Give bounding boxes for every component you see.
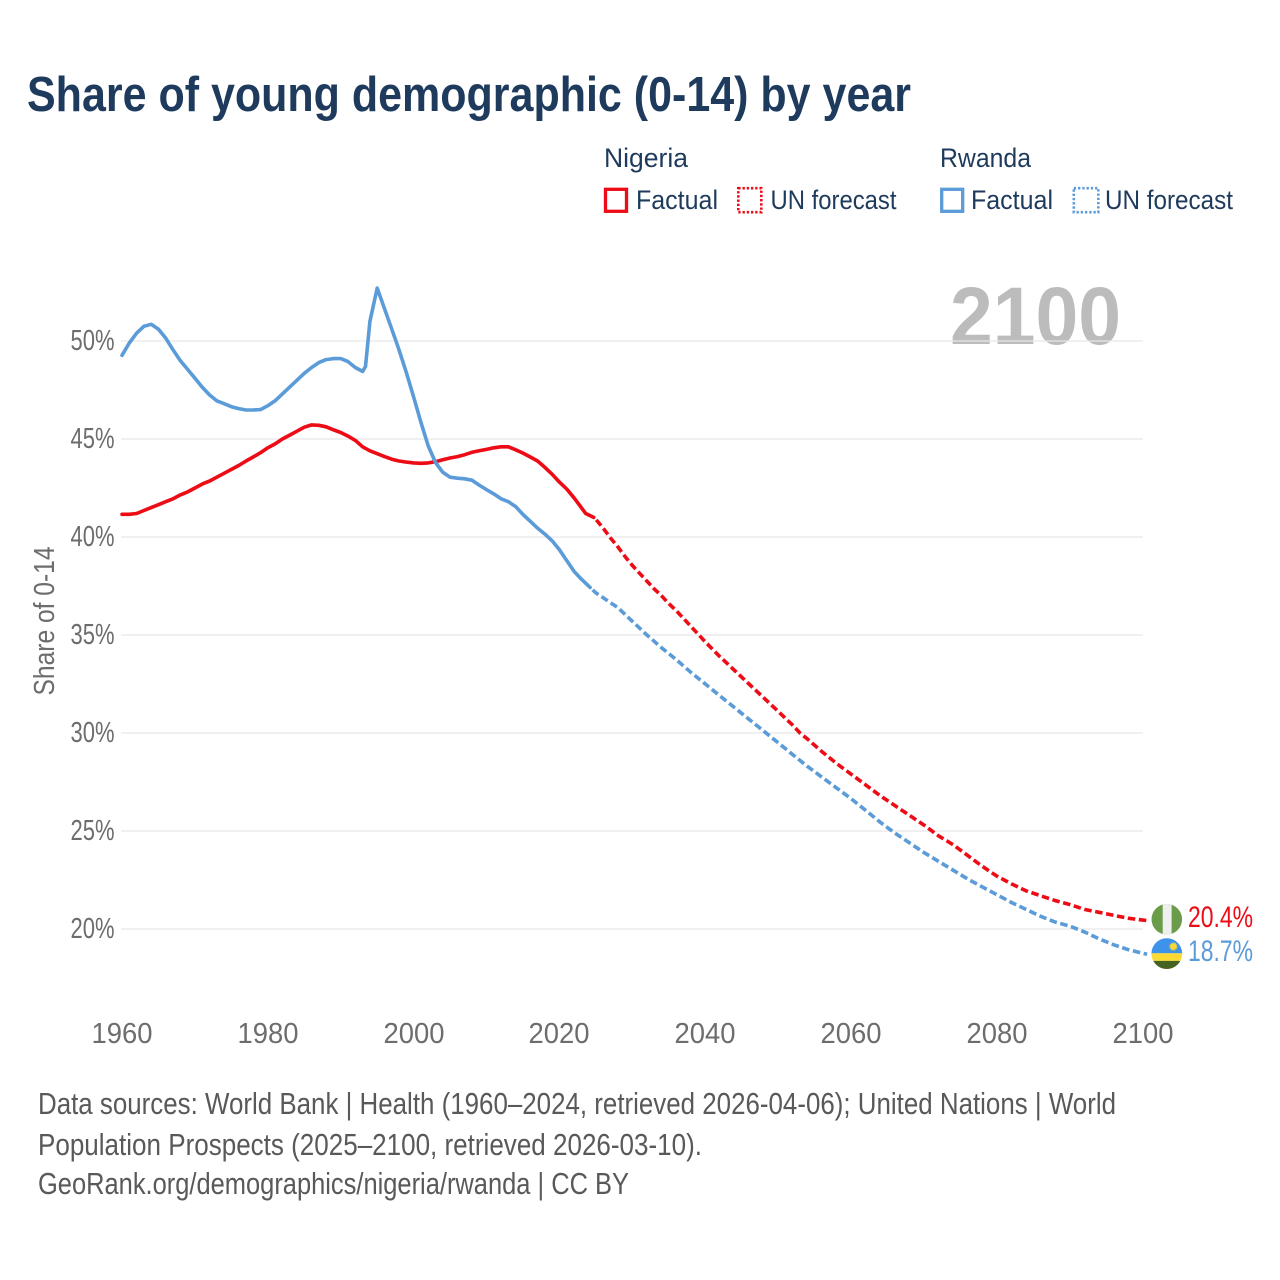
svg-text:30%: 30%: [71, 717, 115, 749]
svg-text:35%: 35%: [71, 619, 115, 651]
svg-text:Nigeria: Nigeria: [604, 143, 689, 173]
svg-text:2080: 2080: [967, 1018, 1028, 1050]
svg-text:Rwanda: Rwanda: [940, 143, 1032, 173]
svg-text:50%: 50%: [71, 325, 115, 357]
svg-text:Share of 0-14: Share of 0-14: [29, 547, 61, 696]
svg-text:1980: 1980: [238, 1018, 299, 1050]
svg-text:45%: 45%: [71, 423, 115, 455]
svg-text:18.7%: 18.7%: [1188, 935, 1253, 968]
svg-text:Data sources: World Bank | Hea: Data sources: World Bank | Health (1960–…: [38, 1086, 1116, 1121]
svg-text:2000: 2000: [384, 1018, 445, 1050]
svg-text:Factual: Factual: [971, 185, 1053, 215]
svg-text:2100: 2100: [1113, 1018, 1174, 1050]
svg-text:40%: 40%: [71, 521, 115, 553]
svg-text:25%: 25%: [71, 815, 115, 847]
svg-text:GeoRank.org/demographics/niger: GeoRank.org/demographics/nigeria/rwanda …: [38, 1166, 629, 1201]
svg-text:Factual: Factual: [636, 185, 718, 215]
svg-text:20%: 20%: [71, 913, 115, 945]
svg-text:1960: 1960: [92, 1018, 153, 1050]
svg-text:Share of young demographic (0-: Share of young demographic (0-14) by yea…: [27, 68, 911, 122]
svg-text:2100: 2100: [950, 271, 1121, 362]
svg-text:UN forecast: UN forecast: [771, 185, 897, 215]
svg-text:UN forecast: UN forecast: [1105, 185, 1233, 215]
svg-text:Population Prospects (2025–210: Population Prospects (2025–2100, retriev…: [38, 1127, 702, 1162]
svg-text:2040: 2040: [675, 1018, 736, 1050]
svg-text:2020: 2020: [529, 1018, 590, 1050]
svg-text:2060: 2060: [821, 1018, 882, 1050]
svg-text:20.4%: 20.4%: [1188, 901, 1253, 934]
